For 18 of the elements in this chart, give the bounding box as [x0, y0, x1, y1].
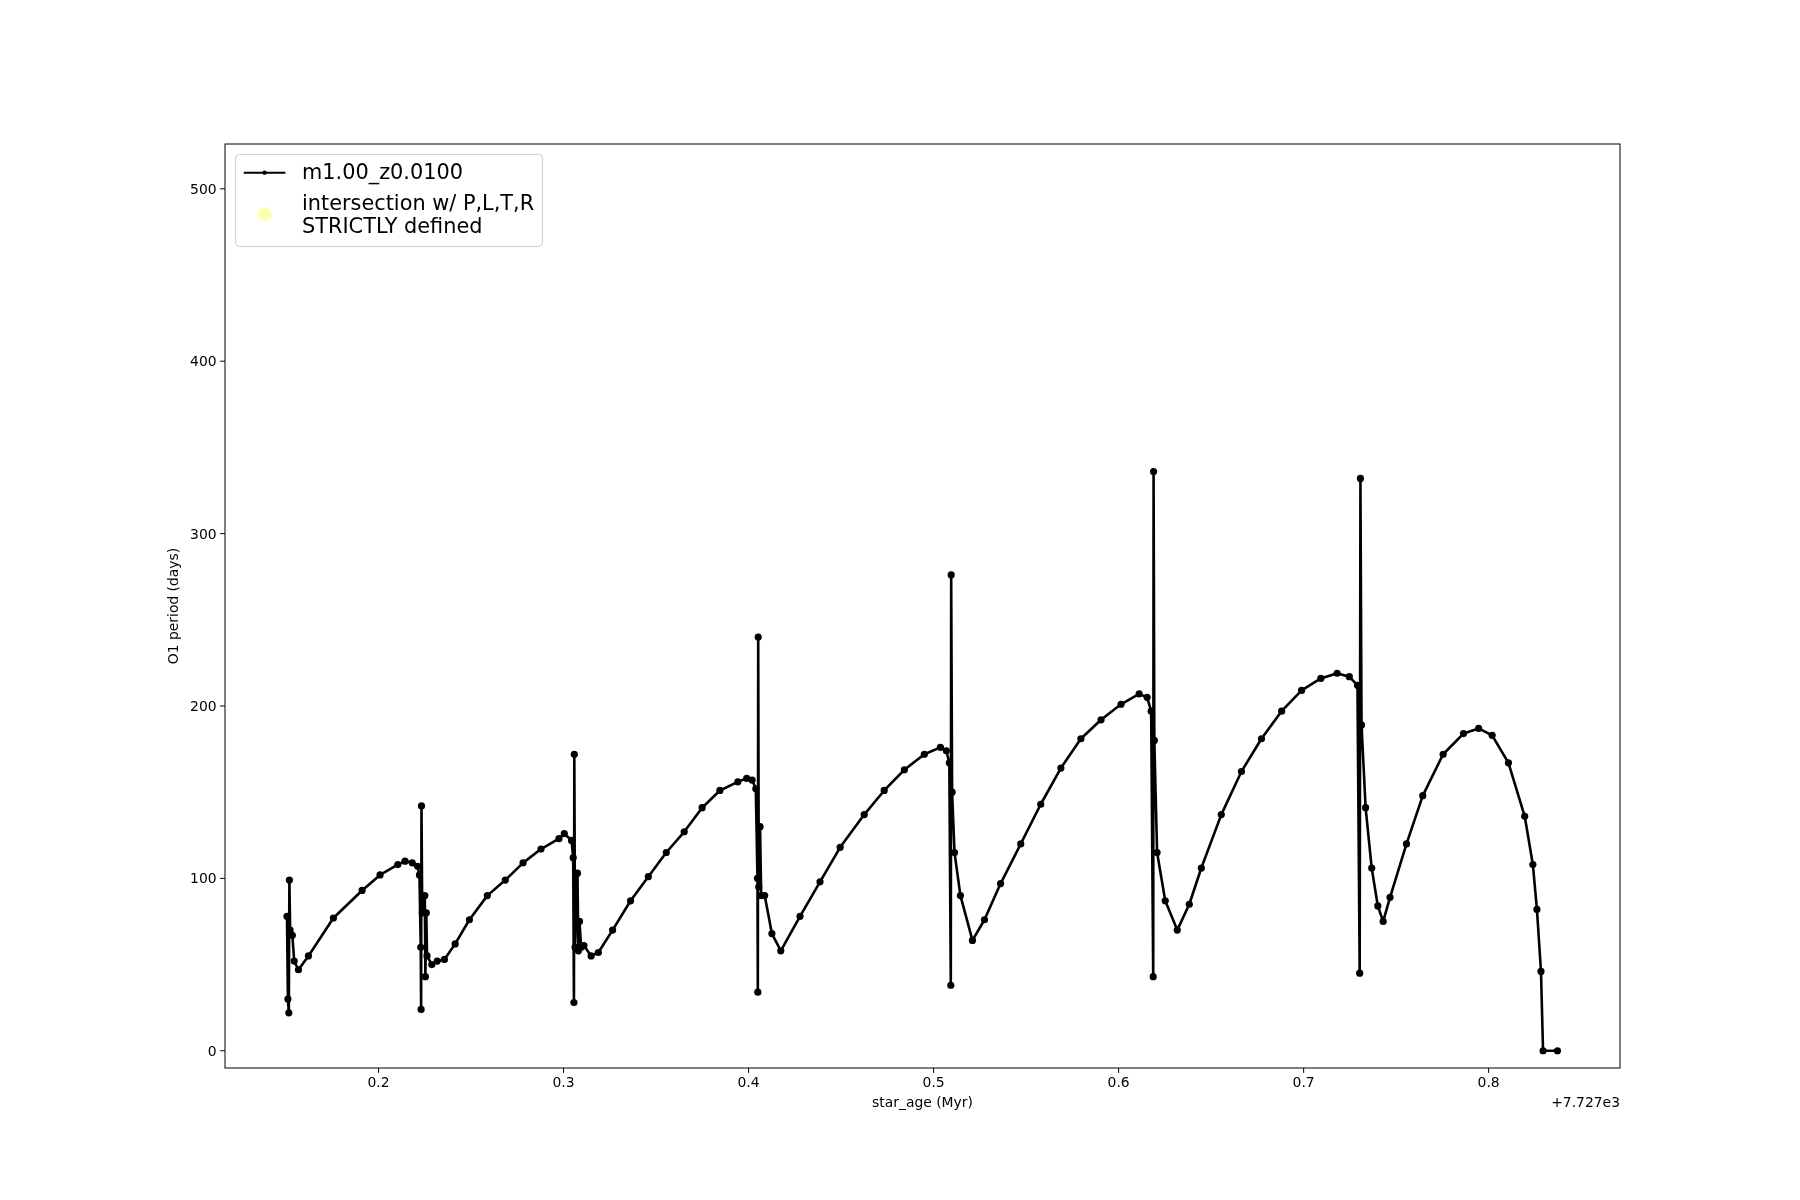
y-tick-label: 0 — [207, 1042, 217, 1059]
text: +7.727e3 — [1551, 1094, 1620, 1110]
x-tick-label: 0.4 — [737, 1074, 760, 1091]
y-axis-title: O1 period (days) — [165, 547, 181, 665]
x-tick-label: 0.3 — [552, 1074, 575, 1091]
legend-label: intersection w/ P,L,T,R STRICTLY defined — [302, 190, 535, 238]
x-tick-label: 0.7 — [1292, 1074, 1315, 1091]
y-tick-label: 300 — [190, 525, 217, 542]
x-tick-label: 0.6 — [1107, 1074, 1130, 1091]
x-axis-title: star_age (Myr) — [872, 1094, 973, 1110]
x-tick-label: 0.8 — [1477, 1074, 1500, 1091]
y-tick-label: 400 — [190, 353, 217, 370]
x-tick-label: 0.5 — [922, 1074, 945, 1091]
legend-label: m1.00_z0.0100 — [302, 160, 463, 186]
y-tick-label: 500 — [190, 180, 217, 197]
y-tick-label: 100 — [190, 870, 217, 887]
x-tick-label: 0.2 — [367, 1074, 390, 1091]
y-tick-label: 200 — [190, 697, 217, 714]
